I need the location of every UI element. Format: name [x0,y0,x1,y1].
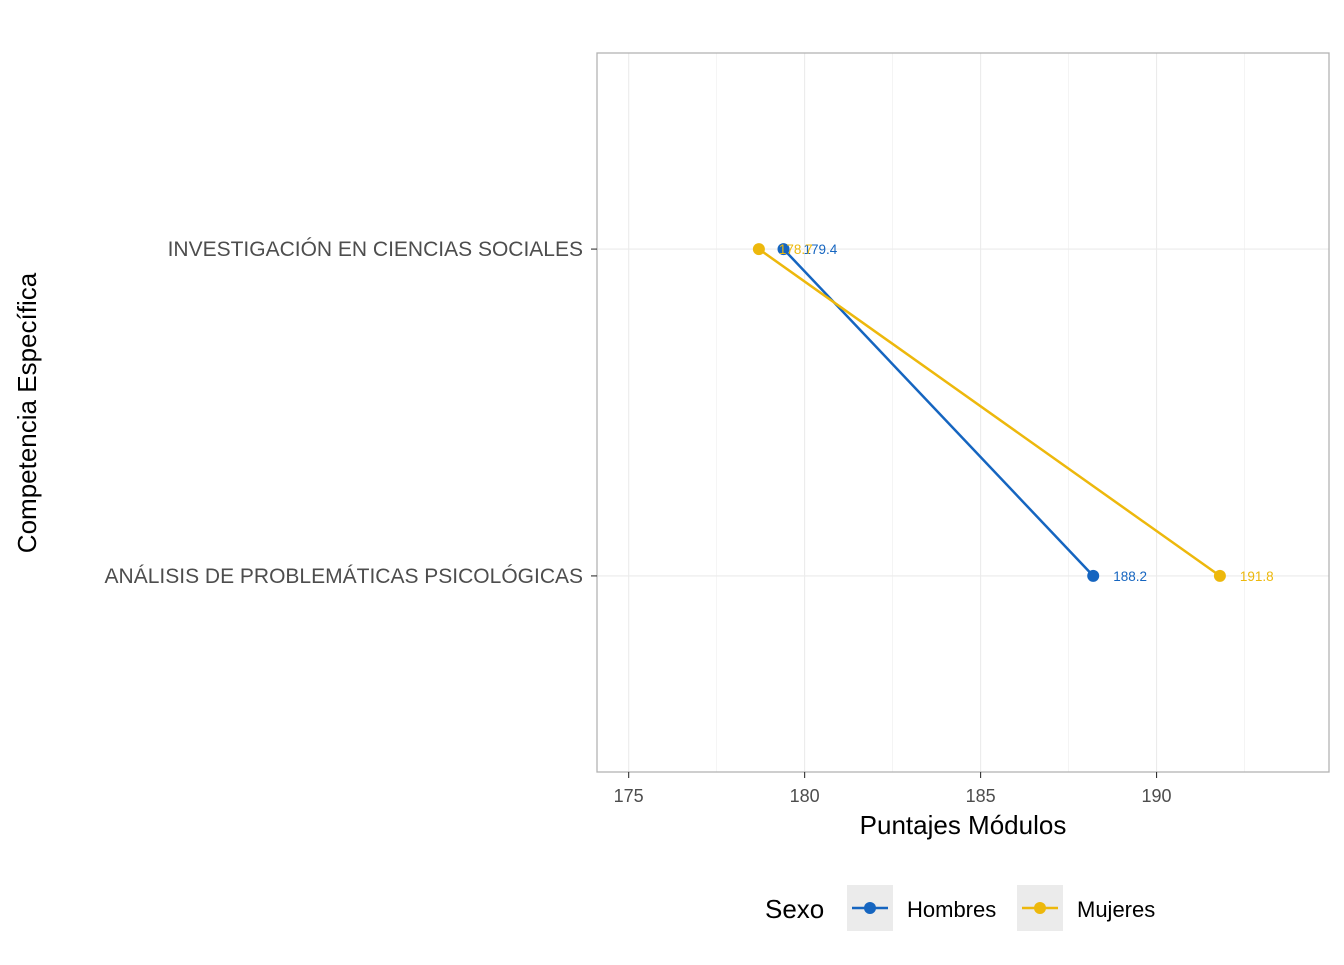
legend-label-mujeres: Mujeres [1077,897,1155,922]
data-point-hombres [777,243,790,256]
data-label-mujeres: 191.8 [1240,569,1274,584]
data-point-mujeres [752,243,765,256]
data-label-mujeres: 178.7 [779,242,813,257]
grid [597,53,1329,772]
x-tick-label: 175 [614,786,644,806]
data-label-hombres: 188.2 [1113,569,1147,584]
legend-entry-hombres: Hombres [847,885,996,931]
legend-label-hombres: Hombres [907,897,996,922]
series-line-mujeres [758,248,1221,577]
legend-point-hombres [864,902,876,914]
data-point-hombres [1087,569,1100,582]
x-tick-label: 180 [790,786,820,806]
data-point-mujeres [1213,569,1226,582]
legend-entry-mujeres: Mujeres [1017,885,1155,931]
axes: 175 180 185 190 INVESTIGACIÓN EN CIENCIAS SO… [105,238,1172,806]
y-tick-label: ANÁLISIS DE PROBLEMÁTICAS PSICOLÓGICAS [105,565,583,588]
legend: Sexo Hombres Mujeres [765,885,1155,931]
data-labels: 179.4 188.2 178.7 191.8 [779,242,1274,584]
series [752,243,1226,582]
legend-title: Sexo [765,894,824,924]
y-axis-title: Competencia Específica [12,272,42,553]
y-tick-label: INVESTIGACIÓN EN CIENCIAS SOCIALES [168,238,583,261]
legend-point-mujeres [1034,902,1046,914]
plot-panel [597,53,1329,772]
x-tick-label: 190 [1142,786,1172,806]
plot-panel-border [596,52,1330,773]
data-label-hombres: 179.4 [804,242,838,257]
x-tick-label: 185 [966,786,996,806]
x-axis-title: Puntajes Módulos [860,810,1067,840]
